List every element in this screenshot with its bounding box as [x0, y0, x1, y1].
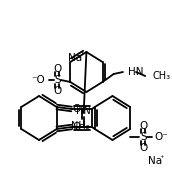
- Text: HN: HN: [76, 106, 91, 116]
- Text: NH₂: NH₂: [71, 121, 89, 131]
- Text: HN: HN: [128, 67, 143, 77]
- Text: S: S: [54, 75, 61, 85]
- Text: O⁻: O⁻: [154, 132, 168, 142]
- Text: O: O: [53, 64, 61, 74]
- Text: ⁻O: ⁻O: [31, 75, 45, 85]
- Text: ⁺: ⁺: [159, 153, 164, 162]
- Text: O: O: [139, 121, 147, 131]
- Text: Na: Na: [68, 53, 83, 63]
- Text: CH₃: CH₃: [153, 71, 171, 81]
- Text: O: O: [53, 86, 61, 96]
- Text: O: O: [72, 104, 80, 114]
- Text: O: O: [72, 122, 80, 132]
- Text: S: S: [140, 132, 147, 142]
- Text: O: O: [139, 143, 147, 153]
- Text: ⁺: ⁺: [80, 51, 84, 60]
- Text: Na: Na: [148, 156, 162, 166]
